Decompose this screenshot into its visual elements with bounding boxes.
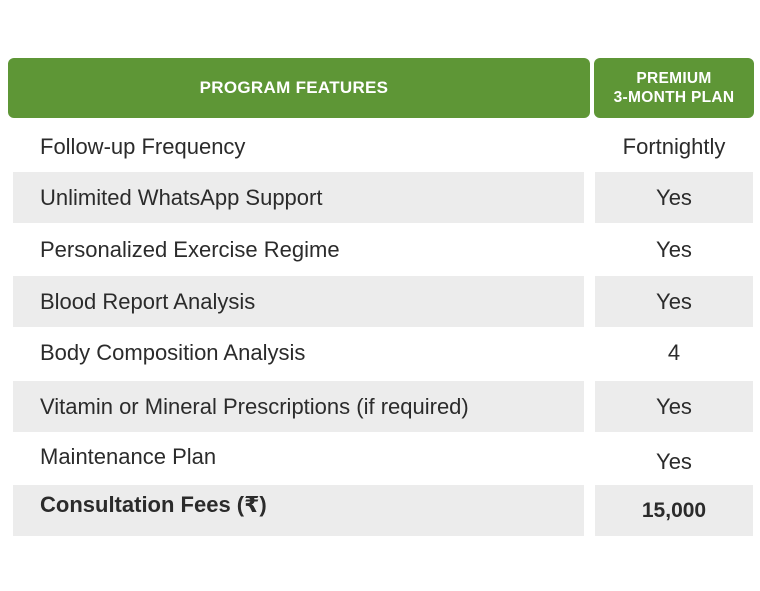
table-row-follow-up-frequency: Follow-up Frequency Fortnightly xyxy=(0,121,760,172)
table-row-whatsapp-support: Unlimited WhatsApp Support Yes xyxy=(0,172,760,223)
plan-value: 15,000 xyxy=(595,485,753,536)
table-row-consultation-fees: Consultation Fees (₹) 15,000 xyxy=(0,485,760,536)
plan-value: Yes xyxy=(656,236,692,262)
feature-label: Personalized Exercise Regime xyxy=(40,236,340,262)
premium-plan-header-line2: 3-MONTH PLAN xyxy=(613,89,735,106)
table-row-blood-report-analysis: Blood Report Analysis Yes xyxy=(0,276,760,327)
program-features-header-label: PROGRAM FEATURES xyxy=(199,78,389,97)
premium-plan-header-line1: PREMIUM xyxy=(636,70,712,87)
plan-value: Yes xyxy=(656,448,692,474)
table-row-vitamin-prescriptions: Vitamin or Mineral Prescriptions (if req… xyxy=(0,381,760,432)
program-features-header: PROGRAM FEATURES xyxy=(8,58,590,118)
plan-value: Yes xyxy=(595,172,753,223)
plan-value: Yes xyxy=(595,381,753,432)
table-row-body-composition-analysis: Body Composition Analysis 4 xyxy=(0,327,760,378)
feature-label: Unlimited WhatsApp Support xyxy=(13,172,584,223)
table-row-maintenance-plan: Maintenance Plan Yes xyxy=(0,431,760,482)
plan-value: 4 xyxy=(667,339,681,365)
premium-plan-header: PREMIUM 3-MONTH PLAN xyxy=(594,58,754,118)
feature-label: Maintenance Plan xyxy=(40,443,217,469)
feature-label: Vitamin or Mineral Prescriptions (if req… xyxy=(13,381,584,432)
feature-label: Body Composition Analysis xyxy=(40,339,306,365)
plan-value: Yes xyxy=(595,276,753,327)
plan-value: Fortnightly xyxy=(622,133,726,159)
table-row-exercise-regime: Personalized Exercise Regime Yes xyxy=(0,224,760,275)
feature-label: Blood Report Analysis xyxy=(13,276,584,327)
feature-label: Consultation Fees (₹) xyxy=(13,485,584,536)
feature-label: Follow-up Frequency xyxy=(40,133,246,159)
